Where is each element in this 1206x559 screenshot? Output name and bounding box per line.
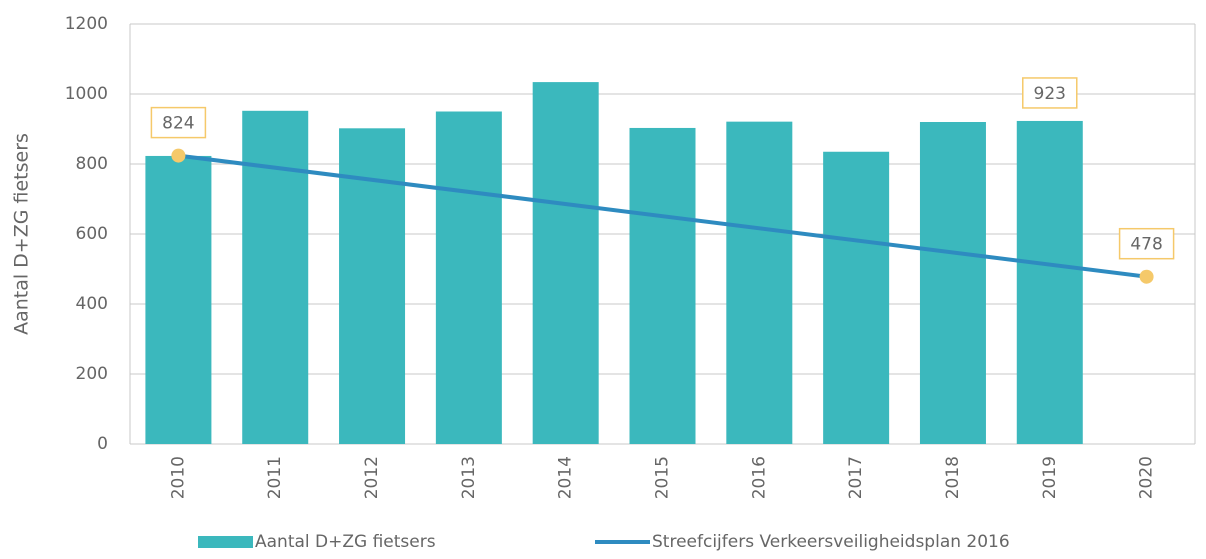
- x-tick-label: 2013: [459, 456, 479, 499]
- bar: [919, 122, 986, 444]
- legend-label: Aantal D+ZG fietsers: [255, 532, 436, 552]
- value-label-box: [1118, 227, 1175, 260]
- line-marker: [171, 148, 186, 163]
- x-tick-label: 2018: [943, 456, 963, 499]
- x-tick-label: 2014: [556, 456, 576, 499]
- y-tick-label: 1000: [65, 84, 108, 104]
- x-tick-label: 2020: [1137, 456, 1157, 499]
- y-tick-label: 200: [76, 364, 108, 384]
- legend-swatch: [198, 536, 253, 548]
- line-marker: [1139, 269, 1154, 284]
- bar: [532, 82, 599, 444]
- x-tick-label: 2015: [653, 456, 673, 499]
- x-tick-label: 2012: [362, 456, 382, 499]
- value-label: 923: [1034, 84, 1066, 104]
- y-tick-label: 1200: [65, 14, 108, 34]
- bar: [435, 111, 502, 444]
- x-tick-label: 2016: [749, 456, 769, 499]
- y-tick-label: 400: [76, 294, 108, 314]
- bar: [823, 151, 890, 444]
- bar: [726, 121, 793, 445]
- value-label-box: [1022, 77, 1078, 109]
- value-label: 824: [162, 114, 194, 134]
- y-axis-title: Aantal D+ZG fietsers: [11, 133, 33, 335]
- y-tick-label: 600: [76, 224, 108, 244]
- bar: [1016, 120, 1083, 444]
- y-tick-label: 0: [97, 434, 108, 454]
- x-tick-label: 2017: [846, 456, 866, 499]
- x-tick-label: 2011: [265, 456, 285, 499]
- legend-label: Streefcijfers Verkeersveiligheidsplan 20…: [652, 532, 1010, 552]
- y-tick-label: 800: [76, 154, 108, 174]
- x-tick-label: 2010: [168, 456, 188, 499]
- bar: [145, 155, 212, 444]
- value-label: 478: [1130, 235, 1162, 255]
- bar: [629, 127, 696, 444]
- line: [178, 153, 1147, 279]
- value-label-box: [150, 106, 207, 139]
- bar: [242, 110, 309, 445]
- x-tick-label: 2019: [1040, 456, 1060, 499]
